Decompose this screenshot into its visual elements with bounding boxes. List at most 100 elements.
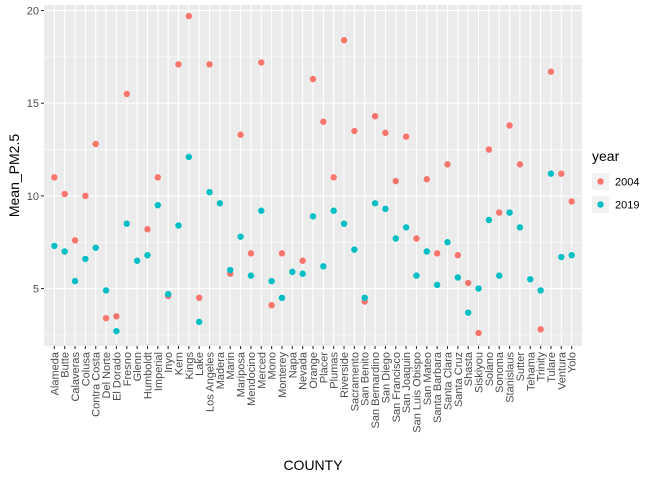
y-tick-label: 20: [27, 6, 39, 18]
x-tick-label: Fresno: [122, 352, 134, 386]
x-tick-label: San Diego: [380, 352, 392, 403]
x-tick-label: Los Angeles: [205, 352, 217, 412]
point-2004-siskiyou: [475, 329, 482, 337]
x-tick-label: Imperial: [153, 352, 165, 391]
point-2019-shasta: [464, 309, 472, 316]
point-2004-el-dorado: [113, 313, 120, 320]
point-2019-placer: [320, 263, 327, 270]
legend-label-2019: 2019: [615, 200, 639, 212]
x-tick-label: Sonoma: [494, 351, 506, 393]
x-tick-label: Calaveras: [70, 352, 82, 402]
point-2004-shasta: [464, 279, 472, 287]
x-tick-label: Alameda: [49, 351, 61, 395]
x-tick-label: Solano: [484, 352, 496, 386]
x-tick-label: San Benito: [360, 352, 372, 406]
point-2019-los-angeles: [206, 188, 213, 196]
point-2004-san-bernardino: [371, 112, 379, 120]
x-tick-label: Humboldt: [142, 352, 154, 399]
x-tick-label: San Joaquin: [401, 352, 413, 413]
legend-label-2004: 2004: [615, 177, 639, 189]
point-2004-nevada: [299, 257, 306, 264]
point-2019-mono: [268, 277, 275, 285]
point-2019-siskiyou: [475, 285, 482, 292]
x-tick-label: Mono: [267, 352, 279, 380]
x-tick-label: Siskiyou: [474, 352, 486, 393]
point-2004-del-norte: [102, 315, 110, 322]
x-tick-label: Shasta: [463, 351, 475, 386]
y-axis-title: Mean_PM2.5: [6, 134, 22, 217]
legend: year 2004 2019: [592, 148, 639, 213]
point-2019-plumas: [330, 207, 337, 214]
point-2019-sutter: [516, 224, 524, 231]
point-2004-fresno: [123, 90, 130, 98]
point-2004-riverside: [340, 37, 348, 44]
x-tick-label: Lake: [194, 352, 206, 376]
point-2019-sonoma: [496, 272, 503, 279]
x-tick-label: Tulare: [546, 352, 558, 383]
point-2004-plumas: [330, 174, 337, 181]
x-tick-label: Inyo: [163, 352, 175, 373]
x-tick-label: Napa: [287, 351, 299, 378]
point-2004-santa-barbara: [433, 250, 441, 257]
x-tick-label: Kings: [184, 352, 196, 380]
point-2004-san-diego: [382, 129, 389, 137]
point-2019-tehama: [527, 276, 534, 283]
x-tick-label: Nevada: [298, 351, 310, 390]
point-2004-merced: [258, 59, 265, 66]
point-2004-butte: [61, 190, 68, 198]
point-2019-butte: [61, 248, 68, 255]
x-tick-label: Contra Costa: [91, 351, 103, 417]
point-2019-contra-costa: [92, 244, 99, 251]
x-tick-label: Santa Barbara: [432, 351, 444, 423]
point-2019-alameda: [51, 242, 58, 250]
point-2004-placer: [320, 118, 327, 125]
point-2019-mariposa: [237, 233, 244, 240]
x-tick-label: Marin: [225, 352, 237, 380]
point-2004-lake: [195, 294, 203, 302]
x-tick-label: Madera: [215, 351, 227, 389]
point-2019-santa-cruz: [454, 274, 462, 281]
x-tick-label: Trinity: [536, 352, 548, 382]
point-2004-los-angeles: [206, 61, 213, 68]
point-2019-napa: [289, 268, 296, 276]
point-2004-san-francisco: [392, 177, 399, 185]
point-2019-riverside: [340, 220, 348, 227]
x-tick-label: Stanislaus: [505, 352, 517, 403]
x-tick-label: Santa Clara: [443, 351, 455, 410]
point-2004-san-luis-obispo: [413, 235, 420, 242]
point-2004-orange: [309, 75, 317, 83]
point-2019-trinity: [537, 287, 544, 294]
x-axis-title: COUNTY: [283, 457, 343, 473]
point-2004-sacramento: [351, 127, 358, 135]
x-tick-label: Mariposa: [236, 351, 248, 397]
point-2019-santa-barbara: [433, 281, 441, 289]
x-tick-label: Monterey: [277, 352, 289, 398]
point-2019-fresno: [123, 220, 130, 227]
x-tick-label: Sutter: [515, 352, 527, 382]
point-2019-monterey: [278, 294, 286, 302]
x-tick-label: Ventura: [556, 351, 568, 390]
point-2019-kern: [175, 222, 182, 229]
point-2019-san-mateo: [423, 248, 431, 255]
x-tick-label: Del Norte: [101, 352, 113, 398]
legend-key-2004: [597, 178, 604, 185]
point-2019-stanislaus: [506, 209, 513, 216]
point-2019-madera: [216, 200, 224, 207]
x-tick-label: Merced: [256, 352, 268, 389]
point-2019-san-bernardino: [371, 200, 379, 207]
point-2004-mendocino: [247, 250, 255, 257]
x-tick-label: Riverside: [339, 352, 351, 398]
point-2019-san-diego: [382, 205, 389, 213]
point-2019-humboldt: [144, 251, 151, 259]
x-tick-label: Kern: [174, 352, 186, 375]
x-tick-label: Yolo: [567, 352, 579, 373]
point-2004-santa-cruz: [454, 251, 462, 259]
x-tick-label: Butte: [60, 352, 72, 378]
point-2019-yolo: [568, 251, 575, 259]
legend-key-2019: [597, 201, 604, 208]
point-2004-mono: [268, 302, 275, 309]
point-2019-inyo: [164, 290, 172, 298]
point-2019-san-luis-obispo: [413, 272, 420, 279]
y-axis: 5 10 15 20: [27, 6, 44, 296]
